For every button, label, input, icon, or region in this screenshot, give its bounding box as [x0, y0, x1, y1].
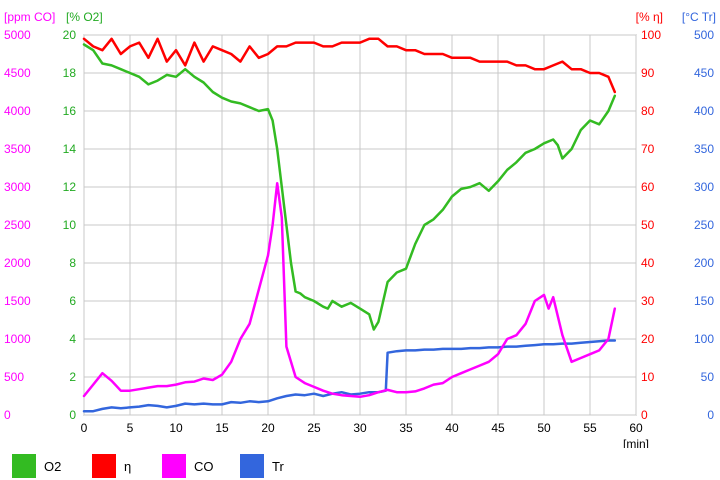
- y-axis-label-co: [ppm CO]: [4, 10, 55, 24]
- y-axis-label-eta: [% η]: [636, 10, 663, 24]
- x-tick-label: 0: [81, 421, 88, 435]
- x-tick-label: 10: [169, 421, 183, 435]
- legend-label: O2: [44, 458, 62, 474]
- y-tick-label-o2: 10: [63, 218, 77, 232]
- x-tick-label: 25: [307, 421, 321, 435]
- legend-item-eta: η: [92, 454, 131, 478]
- series-line-CO: [82, 181, 617, 399]
- y-tick-label-o2: 12: [63, 180, 77, 194]
- y-tick-label-co: 500: [4, 370, 24, 384]
- legend-item-tr: Tr: [240, 454, 284, 478]
- y-tick-label-tr: 50: [701, 370, 715, 384]
- series-line-Tr: [82, 339, 617, 413]
- y-axis-label-o2: [% O2]: [66, 10, 103, 24]
- y-tick-label-co: 4500: [4, 66, 31, 80]
- y-tick-label-tr: 100: [694, 332, 714, 346]
- legend-swatch: [92, 454, 116, 478]
- x-tick-label: 50: [537, 421, 551, 435]
- x-tick-label: 5: [127, 421, 134, 435]
- series-line-η: [82, 37, 617, 94]
- y-tick-label-tr: 350: [694, 142, 714, 156]
- y-tick-label-o2: 4: [69, 332, 76, 346]
- x-tick-label: 60: [629, 421, 643, 435]
- chart-canvas: 0 5 10 15 20 25 30 35 40 45 50 55 60[min]05001000150…: [4, 10, 716, 448]
- y-tick-label-co: 2500: [4, 218, 31, 232]
- y-tick-label-co: 3000: [4, 180, 31, 194]
- y-tick-label-o2: 0: [69, 408, 76, 422]
- y-tick-label-co: 0: [4, 408, 11, 422]
- legend-label: CO: [194, 458, 214, 474]
- legend-swatch: [162, 454, 186, 478]
- y-tick-label-eta: 10: [641, 370, 655, 384]
- y-tick-label-eta: 40: [641, 256, 655, 270]
- y-tick-label-co: 1500: [4, 294, 31, 308]
- y-tick-label-tr: 400: [694, 104, 714, 118]
- y-tick-label-co: 5000: [4, 28, 31, 42]
- y-tick-label-eta: 80: [641, 104, 655, 118]
- x-tick-label: 45: [491, 421, 505, 435]
- y-tick-label-eta: 60: [641, 180, 655, 194]
- legend-swatch: [240, 454, 264, 478]
- x-tick-label: 15: [215, 421, 229, 435]
- y-tick-label-eta: 90: [641, 66, 655, 80]
- y-tick-label-o2: 16: [63, 104, 77, 118]
- x-tick-label: 40: [445, 421, 459, 435]
- y-tick-label-tr: 500: [694, 28, 714, 42]
- y-tick-label-tr: 300: [694, 180, 714, 194]
- y-tick-label-tr: 150: [694, 294, 714, 308]
- y-tick-label-o2: 20: [63, 28, 77, 42]
- x-tick-label: 35: [399, 421, 413, 435]
- y-axis-label-tr: [°C Tr]: [682, 10, 716, 24]
- y-tick-label-tr: 0: [707, 408, 714, 422]
- y-tick-label-o2: 6: [69, 294, 76, 308]
- legend-item-co: CO: [162, 454, 214, 478]
- x-tick-label: 30: [353, 421, 367, 435]
- y-tick-label-co: 3500: [4, 142, 31, 156]
- y-tick-label-co: 2000: [4, 256, 31, 270]
- x-axis-label: [min]: [623, 437, 649, 448]
- y-tick-label-o2: 14: [63, 142, 77, 156]
- legend: O2 η CO Tr: [0, 448, 720, 480]
- legend-label: Tr: [272, 458, 284, 474]
- x-tick-label: 55: [583, 421, 597, 435]
- y-tick-label-tr: 250: [694, 218, 714, 232]
- y-tick-label-o2: 8: [69, 256, 76, 270]
- y-tick-label-eta: 50: [641, 218, 655, 232]
- y-tick-label-eta: 70: [641, 142, 655, 156]
- y-tick-label-eta: 30: [641, 294, 655, 308]
- legend-label: η: [124, 458, 132, 474]
- y-tick-label-eta: 100: [641, 28, 661, 42]
- y-tick-label-tr: 450: [694, 66, 714, 80]
- y-tick-label-o2: 2: [69, 370, 76, 384]
- y-tick-label-o2: 18: [63, 66, 77, 80]
- y-tick-label-co: 1000: [4, 332, 31, 346]
- y-tick-label-eta: 20: [641, 332, 655, 346]
- series-line-O2: [82, 43, 617, 331]
- y-tick-label-tr: 200: [694, 256, 714, 270]
- legend-swatch: [12, 454, 36, 478]
- y-tick-label-co: 4000: [4, 104, 31, 118]
- y-tick-label-eta: 0: [641, 408, 648, 422]
- x-tick-label: 20: [261, 421, 275, 435]
- legend-item-o2: O2: [12, 454, 61, 478]
